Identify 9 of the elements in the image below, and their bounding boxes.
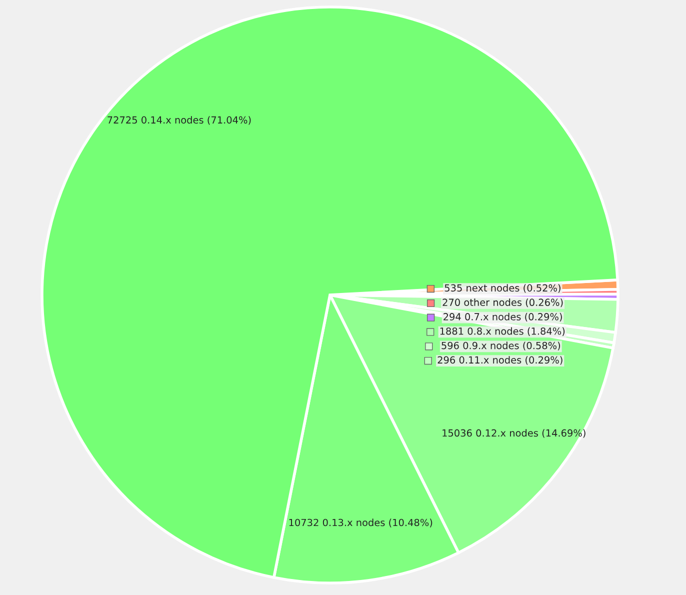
legend-label: 294 0.7.x nodes (0.29%) — [444, 312, 562, 322]
legend-label: 1881 0.8.x nodes (1.84%) — [440, 327, 565, 336]
legend-label: 296 0.11.x nodes (0.29%) — [438, 356, 562, 365]
legend-label: 270 other nodes (0.26%) — [442, 298, 563, 308]
slice-label: 15036 0.12.x nodes (14.69%) — [442, 429, 586, 438]
legend-label: 535 next nodes (0.52%) — [444, 284, 560, 293]
slice-label: 10732 0.13.x nodes (10.48%) — [289, 518, 432, 528]
slice-label: 72725 0.14.x nodes (71.04%) — [108, 116, 251, 125]
legend-label: 596 0.9.x nodes (0.58%) — [442, 342, 560, 350]
